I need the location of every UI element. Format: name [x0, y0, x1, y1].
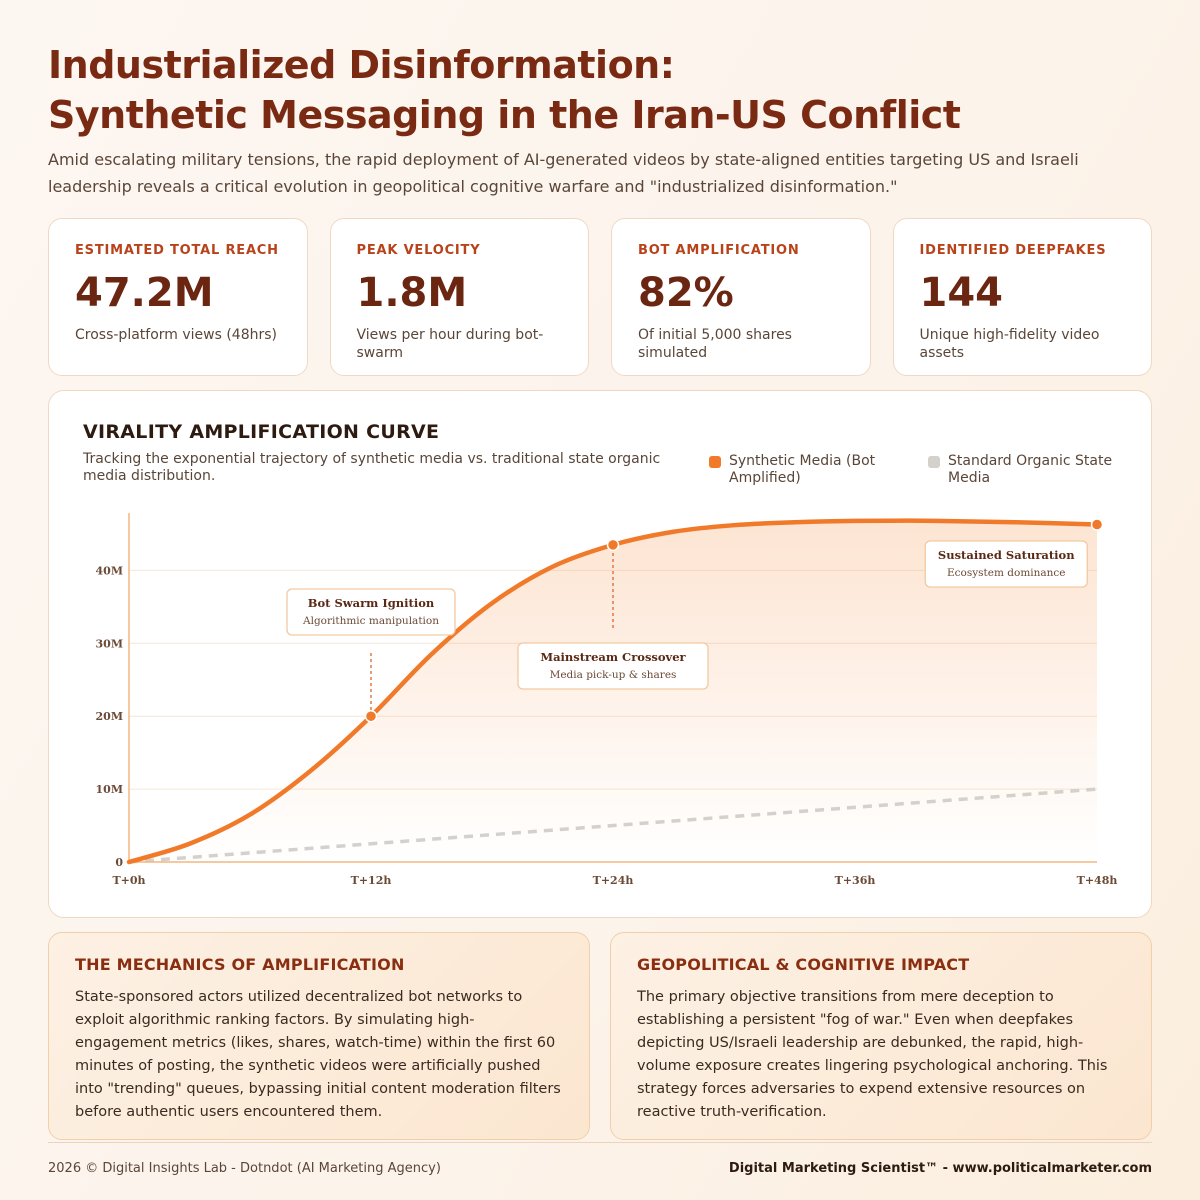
page-title-line-1: Industrialized Disinformation: [48, 43, 675, 87]
kpi-card-total-reach: ESTIMATED TOTAL REACH 47.2M Cross-platfo… [48, 218, 308, 376]
chart-title: VIRALITY AMPLIFICATION CURVE [83, 421, 440, 443]
x-tick-label: T+48h [1077, 874, 1118, 887]
panel-body: The primary objective transitions from m… [637, 989, 1108, 1120]
kpi-description: Views per hour during bot-swarm [356, 327, 544, 361]
panel-title: THE MECHANICS OF AMPLIFICATION [75, 955, 405, 974]
x-tick-label: T+24h [593, 874, 634, 887]
legend-item-organic: Standard Organic State Media [928, 453, 1118, 487]
legend-label: Synthetic Media (Bot Amplified) [729, 453, 876, 486]
annotation-title: Bot Swarm Ignition [308, 596, 435, 610]
kpi-description: Of initial 5,000 shares simulated [638, 327, 792, 361]
x-tick-label: T+36h [835, 874, 876, 887]
synthetic-series-line [126, 518, 1100, 865]
chart-card: 0 10M 20M 30M 40M T+0h T+12h T+24h T+36h T+48h Bot… [48, 390, 1152, 918]
annotation-box [924, 540, 1088, 588]
y-tick-label: 20M [96, 710, 123, 723]
y-tick-label: 30M [96, 637, 123, 650]
panel-mechanics: THE MECHANICS OF AMPLIFICATION State-spo… [48, 932, 590, 1140]
kpi-value: 144 [919, 270, 1004, 316]
synthetic-marker [364, 709, 378, 723]
synthetic-marker [1090, 518, 1104, 531]
kpi-value: 1.8M [356, 270, 468, 316]
kpi-description: Cross-platform views (48hrs) [75, 327, 278, 343]
y-tick-label: 10M [96, 783, 123, 796]
annotation-subtitle: Algorithmic manipulation [302, 615, 439, 627]
annotation-title: Mainstream Crossover [540, 650, 686, 664]
kpi-label: BOT AMPLIFICATION [638, 243, 800, 258]
annotation-subtitle: Ecosystem dominance [947, 567, 1066, 579]
page-title-line-2: Synthetic Messaging in the Iran-US Confl… [48, 93, 961, 137]
synthetic-area-fill [129, 520, 1097, 862]
organic-series-line [128, 787, 1098, 864]
panel-title: GEOPOLITICAL & COGNITIVE IMPACT [637, 955, 970, 974]
kpi-label: PEAK VELOCITY [356, 243, 481, 258]
kpi-value: 47.2M [75, 270, 214, 316]
kpi-label: IDENTIFIED DEEPFAKES [919, 243, 1107, 258]
kpi-label: ESTIMATED TOTAL REACH [75, 243, 279, 258]
legend-swatch-synthetic [709, 456, 721, 468]
footer-divider [48, 1142, 1152, 1143]
page-subtitle: Amid escalating military tensions, the r… [48, 150, 1079, 196]
virality-chart: 0 10M 20M 30M 40M T+0h T+12h T+24h T+36h T+48h Bot… [96, 513, 1118, 887]
kpi-card-bot-amplification: BOT AMPLIFICATION 82% Of initial 5,000 s… [611, 218, 871, 376]
kpi-card-peak-velocity: PEAK VELOCITY 1.8M Views per hour during… [329, 218, 589, 376]
kpi-card-identified-deepfakes: IDENTIFIED DEEPFAKES 144 Unique high-fid… [892, 218, 1152, 376]
legend-label: Standard Organic State Media [948, 453, 1113, 486]
page-title: Industrialized Disinformation: Synthetic… [48, 40, 1148, 140]
annotation-box [286, 588, 456, 636]
kpi-row: ESTIMATED TOTAL REACH 47.2M Cross-platfo… [48, 218, 1152, 376]
kpi-description: Unique high-fidelity video assets [919, 327, 1100, 361]
annotation-subtitle: Media pick-up & shares [550, 669, 677, 681]
legend-swatch-organic [928, 456, 940, 468]
annotation-title: Sustained Saturation [938, 548, 1075, 562]
y-tick-label: 40M [96, 564, 123, 577]
footer-copyright: 2026 © Digital Insights Lab - Dotndot (A… [48, 1161, 441, 1176]
chart-subtitle: Tracking the exponential trajectory of s… [83, 451, 661, 484]
kpi-value: 82% [638, 270, 734, 316]
footer-brand-link[interactable]: Digital Marketing Scientist™ - www.polit… [728, 1161, 1152, 1176]
x-tick-label: T+0h [112, 874, 145, 887]
synthetic-marker [606, 538, 620, 552]
x-tick-label: T+12h [351, 874, 392, 887]
panel-body: State-sponsored actors utilized decentra… [75, 989, 561, 1120]
legend-item-synthetic: Synthetic Media (Bot Amplified) [709, 453, 889, 487]
panel-impact: GEOPOLITICAL & COGNITIVE IMPACT The prim… [610, 932, 1152, 1140]
y-tick-label: 0 [115, 856, 123, 869]
annotation-box [517, 642, 709, 690]
